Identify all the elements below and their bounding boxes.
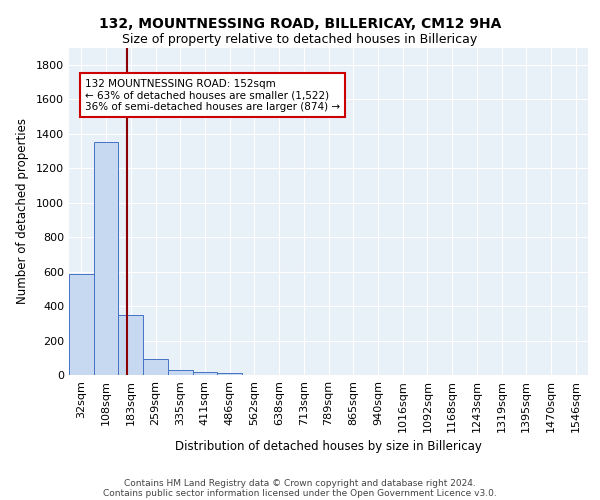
Bar <box>217 374 242 375</box>
Text: Size of property relative to detached houses in Billericay: Size of property relative to detached ho… <box>122 32 478 46</box>
Bar <box>118 314 143 375</box>
Text: 132, MOUNTNESSING ROAD, BILLERICAY, CM12 9HA: 132, MOUNTNESSING ROAD, BILLERICAY, CM12… <box>99 18 501 32</box>
Y-axis label: Number of detached properties: Number of detached properties <box>16 118 29 304</box>
Bar <box>143 360 168 375</box>
Bar <box>193 372 217 375</box>
Text: Contains HM Land Registry data © Crown copyright and database right 2024.: Contains HM Land Registry data © Crown c… <box>124 478 476 488</box>
X-axis label: Distribution of detached houses by size in Billericay: Distribution of detached houses by size … <box>175 440 482 453</box>
Text: 132 MOUNTNESSING ROAD: 152sqm
← 63% of detached houses are smaller (1,522)
36% o: 132 MOUNTNESSING ROAD: 152sqm ← 63% of d… <box>85 78 340 112</box>
Text: Contains public sector information licensed under the Open Government Licence v3: Contains public sector information licen… <box>103 488 497 498</box>
Bar <box>168 370 193 375</box>
Bar <box>94 142 118 375</box>
Bar <box>69 274 94 375</box>
